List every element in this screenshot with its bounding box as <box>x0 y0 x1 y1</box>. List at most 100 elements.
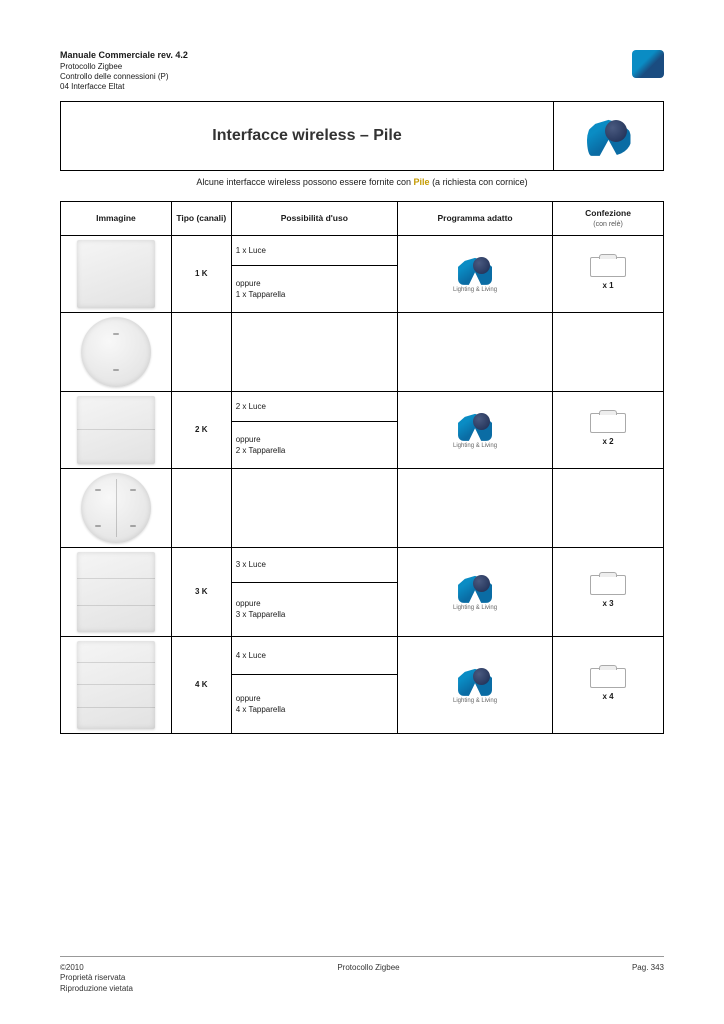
product-table: Immagine Tipo (canali) Possibilità d'uso… <box>60 201 664 734</box>
doc-subtitle-2: Controllo delle connessioni (P) <box>60 72 188 82</box>
type-cell-cont <box>171 313 231 392</box>
program-cell-cont <box>397 313 552 392</box>
footer-rights-1: Proprietà riservata <box>60 973 133 983</box>
use-line: 3 x Tapparella <box>236 610 286 619</box>
use-line: 4 x Luce <box>236 651 266 660</box>
use-cell: 2 x Luce <box>231 391 397 421</box>
table-row: 4 K 4 x Luce Lighting & Living x 4 <box>61 636 664 674</box>
hero-subtitle: Alcune interfacce wireless possono esser… <box>60 177 664 187</box>
pack-cell-cont <box>553 313 664 392</box>
table-row <box>61 313 664 392</box>
hero-logo-cell <box>553 102 663 170</box>
use-line: oppure <box>236 435 261 444</box>
use-line: 2 x Tapparella <box>236 446 286 455</box>
use-cell: oppure 1 x Tapparella <box>231 266 397 313</box>
program-cell: Lighting & Living <box>397 547 552 636</box>
table-header-row: Immagine Tipo (canali) Possibilità d'uso… <box>61 201 664 235</box>
package-icon <box>590 257 626 277</box>
hero-title: Interfacce wireless – Pile <box>61 127 553 145</box>
use-cell: oppure 2 x Tapparella <box>231 422 397 469</box>
hero-banner: Interfacce wireless – Pile <box>60 101 664 171</box>
type-cell: 1 K <box>171 235 231 312</box>
header-meta: Manuale Commerciale rev. 4.2 Protocollo … <box>60 50 188 93</box>
use-line: oppure <box>236 279 261 288</box>
type-cell: 2 K <box>171 391 231 468</box>
footer-page: Pag. 343 <box>604 963 664 994</box>
product-image-cell <box>61 391 172 468</box>
use-cell: 1 x Luce <box>231 235 397 265</box>
brand-logo-icon <box>632 50 664 78</box>
product-image-cell <box>61 313 172 392</box>
use-cell: 3 x Luce <box>231 547 397 582</box>
use-line: oppure <box>236 694 261 703</box>
program-cell: Lighting & Living <box>397 636 552 733</box>
package-icon <box>590 413 626 433</box>
subtitle-post: (a richiesta con cornice) <box>432 177 528 187</box>
page-header: Manuale Commerciale rev. 4.2 Protocollo … <box>60 50 664 93</box>
program-label: Lighting & Living <box>402 443 548 449</box>
program-logo-icon <box>458 666 492 696</box>
col-header-pack-label: Confezione <box>585 208 631 218</box>
footer-left: ©2010 Proprietà riservata Riproduzione v… <box>60 963 133 994</box>
footer-copyright: ©2010 <box>60 963 133 973</box>
use-line: 3 x Luce <box>236 560 266 569</box>
package-icon <box>590 575 626 595</box>
program-label: Lighting & Living <box>402 287 548 293</box>
program-label: Lighting & Living <box>402 605 548 611</box>
square-switch-1k-icon <box>77 240 155 308</box>
page-footer: ©2010 Proprietà riservata Riproduzione v… <box>60 956 664 994</box>
use-cell: oppure 4 x Tapparella <box>231 674 397 733</box>
pack-cell: x 3 <box>553 547 664 636</box>
program-cell: Lighting & Living <box>397 391 552 468</box>
pack-qty: x 1 <box>557 281 659 290</box>
use-line: 1 x Luce <box>236 246 266 255</box>
use-line: 1 x Tapparella <box>236 290 286 299</box>
col-header-image: Immagine <box>61 201 172 235</box>
program-logo-icon <box>458 255 492 285</box>
doc-subtitle-1: Protocollo Zigbee <box>60 62 188 72</box>
package-icon <box>590 668 626 688</box>
round-switch-1k-icon <box>81 317 151 387</box>
program-logo-icon <box>458 411 492 441</box>
brand-logo-icon <box>587 116 631 156</box>
round-switch-2k-icon <box>81 473 151 543</box>
use-line: oppure <box>236 599 261 608</box>
square-switch-3k-icon <box>77 552 155 632</box>
col-header-pack: Confezione (con relè) <box>553 201 664 235</box>
footer-rights-2: Riproduzione vietata <box>60 984 133 994</box>
type-cell: 3 K <box>171 547 231 636</box>
doc-subtitle-3: 04 Interfacce Eltat <box>60 82 188 92</box>
pack-cell: x 1 <box>553 235 664 312</box>
program-label: Lighting & Living <box>402 698 548 704</box>
pack-cell: x 4 <box>553 636 664 733</box>
col-header-pack-sub: (con relè) <box>593 221 623 228</box>
col-header-program: Programma adatto <box>397 201 552 235</box>
col-header-type: Tipo (canali) <box>171 201 231 235</box>
use-cell-cont <box>231 313 397 392</box>
col-header-use: Possibilità d'uso <box>231 201 397 235</box>
program-cell: Lighting & Living <box>397 235 552 312</box>
product-image-cell <box>61 636 172 733</box>
footer-center: Protocollo Zigbee <box>133 963 604 994</box>
product-image-cell <box>61 235 172 312</box>
table-row: 1 K 1 x Luce Lighting & Living x 1 <box>61 235 664 265</box>
pack-cell: x 2 <box>553 391 664 468</box>
table-row: 3 K 3 x Luce Lighting & Living x 3 <box>61 547 664 582</box>
product-image-cell <box>61 547 172 636</box>
pack-qty: x 2 <box>557 437 659 446</box>
type-cell: 4 K <box>171 636 231 733</box>
doc-title: Manuale Commerciale rev. 4.2 <box>60 50 188 62</box>
square-switch-2k-icon <box>77 396 155 464</box>
square-switch-4k-icon <box>77 641 155 729</box>
use-line: 4 x Tapparella <box>236 705 286 714</box>
program-logo-icon <box>458 573 492 603</box>
use-line: 2 x Luce <box>236 402 266 411</box>
product-image-cell <box>61 468 172 547</box>
table-row: 2 K 2 x Luce Lighting & Living x 2 <box>61 391 664 421</box>
table-row <box>61 468 664 547</box>
use-cell: 4 x Luce <box>231 636 397 674</box>
pack-qty: x 4 <box>557 692 659 701</box>
subtitle-highlight: Pile <box>414 177 430 187</box>
use-cell: oppure 3 x Tapparella <box>231 582 397 636</box>
pack-qty: x 3 <box>557 599 659 608</box>
